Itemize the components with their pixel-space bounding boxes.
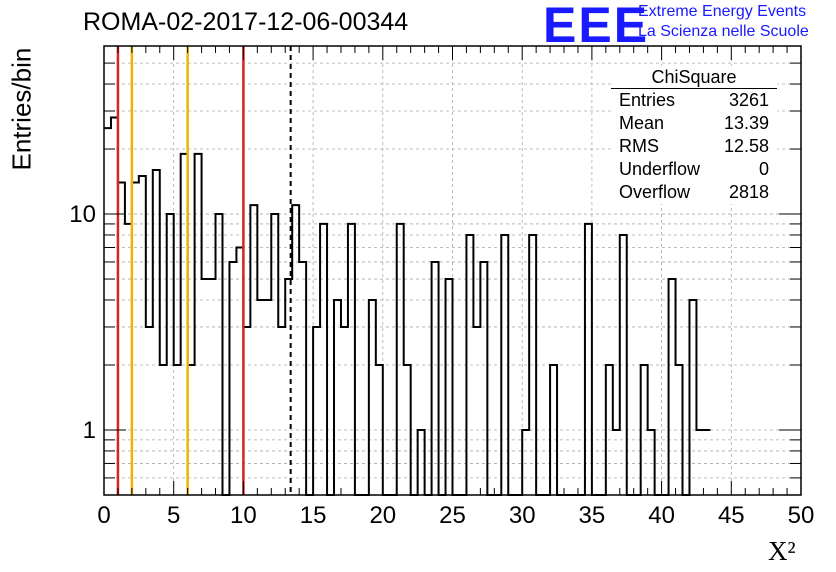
- histogram-bin: [292, 205, 299, 495]
- histogram-bin: [613, 430, 620, 495]
- stats-box: ChiSquare Entries 3261 Mean 13.39 RMS 12…: [611, 66, 777, 204]
- stats-value: 2818: [728, 182, 769, 202]
- reference-lines: [116, 46, 292, 495]
- tick-labels: 0 5 10 15 20 25 30 35 40 45 50 1 10: [69, 201, 814, 529]
- stats-row-underflow: Underflow 0: [611, 158, 777, 181]
- stats-label: Mean: [619, 113, 665, 133]
- stats-header: ChiSquare: [611, 66, 777, 89]
- stats-label: Entries: [619, 90, 676, 110]
- histogram-bin: [257, 300, 264, 495]
- histogram-bin: [348, 224, 355, 495]
- stats-label: Underflow: [619, 159, 701, 179]
- histogram-bin: [278, 327, 285, 495]
- histogram-bin: [669, 279, 676, 495]
- histogram-bin: [501, 235, 508, 495]
- stats-value: 0: [758, 159, 769, 179]
- histogram-bin: [696, 430, 703, 495]
- histogram-bin: [480, 262, 487, 495]
- histogram-bin: [404, 365, 411, 495]
- histogram-bin: [334, 300, 341, 495]
- histogram-bin: [473, 327, 480, 495]
- histogram-bin: [195, 154, 202, 495]
- histogram-bin: [271, 214, 278, 495]
- stats-row-rms: RMS 12.58: [611, 135, 777, 158]
- histogram-bin: [209, 279, 216, 495]
- histogram-bin: [369, 300, 376, 495]
- stats-value: 3261: [728, 90, 769, 110]
- histogram-bin: [202, 279, 209, 495]
- histogram-bin: [418, 430, 425, 495]
- histogram-bin: [606, 365, 613, 495]
- histogram-bin: [250, 205, 257, 495]
- x-axis-label: X²: [768, 536, 796, 566]
- stats-label: Overflow: [619, 182, 691, 202]
- histogram-bin: [676, 365, 683, 495]
- histogram-bin: [174, 365, 181, 495]
- histogram-bin: [529, 235, 536, 495]
- stats-value: 12.58: [723, 136, 769, 156]
- chart-title: ROMA-02-2017-12-06-00344: [83, 8, 409, 36]
- histogram-bin: [139, 176, 146, 495]
- histogram-bin: [585, 224, 592, 495]
- histogram-bin: [320, 224, 327, 495]
- x-tick-label: 25: [439, 502, 466, 529]
- stats-label: RMS: [619, 136, 659, 156]
- stats-row-mean: Mean 13.39: [611, 112, 777, 135]
- stats-row-entries: Entries 3261: [611, 89, 777, 112]
- x-tick-label: 45: [718, 502, 745, 529]
- stats-row-overflow: Overflow 2818: [611, 181, 777, 204]
- x-tick-label: 10: [230, 502, 257, 529]
- x-tick-label: 0: [97, 502, 110, 529]
- y-tick-label: 1: [83, 417, 96, 444]
- histogram-bin: [160, 365, 167, 495]
- histogram-bin: [648, 430, 655, 495]
- histogram-bin: [146, 327, 153, 495]
- histogram-bin: [432, 262, 439, 495]
- histogram-bin: [689, 300, 696, 495]
- histogram-bin: [466, 235, 473, 495]
- eee-logo: EEE: [543, 0, 650, 53]
- x-tick-label: 20: [369, 502, 396, 529]
- y-tick-label: 10: [69, 201, 96, 228]
- x-tick-label: 40: [648, 502, 675, 529]
- histogram-bin: [341, 327, 348, 495]
- histogram-bin: [167, 214, 174, 495]
- histogram-bin: [397, 224, 404, 495]
- histogram-bin: [376, 365, 383, 495]
- histogram-bin: [229, 262, 236, 495]
- histogram-bin: [264, 300, 271, 495]
- x-tick-label: 35: [579, 502, 606, 529]
- histogram-bin: [446, 279, 453, 495]
- histogram-bin: [550, 365, 557, 495]
- histogram-bin: [153, 170, 160, 495]
- histogram-bin: [299, 262, 306, 495]
- stats-value: 13.39: [723, 113, 769, 133]
- histogram-bin: [703, 430, 710, 495]
- histogram-bin: [620, 235, 627, 495]
- logo-text-line1: Extreme Energy Events: [638, 3, 807, 20]
- x-tick-label: 50: [788, 502, 815, 529]
- histogram-bin: [216, 214, 223, 495]
- y-axis-label: Entries/bin: [6, 47, 37, 171]
- axis-ticks: [103, 45, 802, 496]
- histogram-bin: [641, 365, 648, 495]
- histogram-bin: [313, 327, 320, 495]
- x-tick-label: 5: [167, 502, 180, 529]
- logo-text-line2: La Scienza nelle Scuole: [638, 23, 809, 40]
- histogram-bin: [522, 430, 529, 495]
- x-tick-label: 15: [300, 502, 327, 529]
- x-tick-label: 30: [509, 502, 536, 529]
